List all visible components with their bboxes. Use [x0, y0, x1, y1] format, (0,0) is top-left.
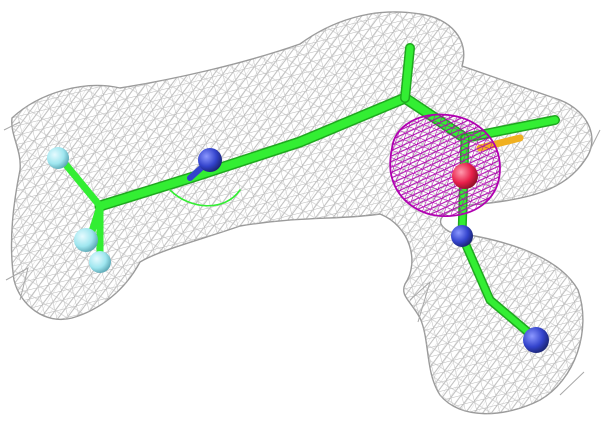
fluorine-atom: [47, 147, 69, 169]
density-mesh: [3, 11, 601, 415]
fluorine-atom: [89, 251, 111, 273]
anomalous-density-mesh: [389, 113, 501, 217]
nitrogen-atom: [523, 327, 549, 353]
fluorine-atom: [74, 228, 98, 252]
oxygen-atom: [452, 163, 478, 189]
nitrogen-atom: [451, 225, 473, 247]
nitrogen-atom: [198, 148, 222, 172]
atoms: [47, 147, 549, 353]
